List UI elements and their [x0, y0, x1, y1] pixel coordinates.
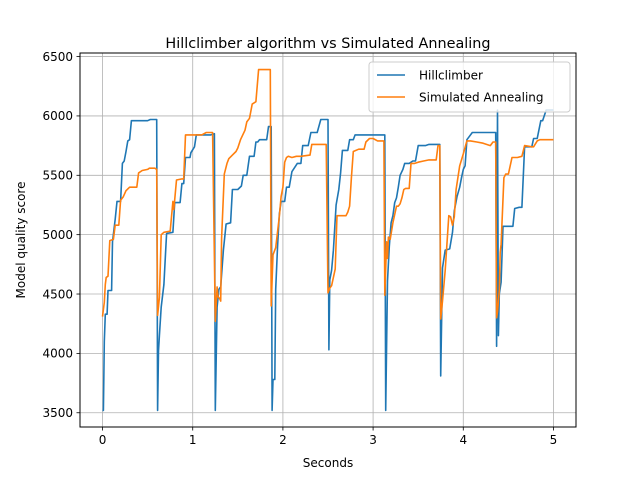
y-tick-label: 5000	[42, 228, 73, 242]
x-axis-label: Seconds	[303, 456, 353, 470]
x-axis-ticks: 0 1 2 3 4 5	[99, 427, 558, 447]
x-tick-label: 0	[99, 433, 107, 447]
x-tick-label: 4	[459, 433, 467, 447]
legend: Hillclimber Simulated Annealing	[368, 61, 571, 113]
legend-box	[368, 61, 571, 113]
y-tick-label: 4000	[42, 347, 73, 361]
chart-title: Hillclimber algorithm vs Simulated Annea…	[165, 36, 490, 52]
y-tick-label: 3500	[42, 406, 73, 420]
series-line-2	[101, 68, 554, 323]
y-tick-label: 6500	[42, 50, 73, 64]
x-tick-label: 3	[369, 433, 377, 447]
axes-frame	[79, 52, 577, 428]
y-tick-label: 4500	[42, 287, 73, 301]
y-axis-ticks: 3500 4000 4500 5000 5500 6000 6500	[42, 50, 80, 420]
series-group	[101, 68, 554, 412]
x-tick-label: 2	[279, 433, 287, 447]
series-line-1	[102, 109, 554, 412]
x-tick-label: 5	[550, 433, 558, 447]
y-tick-label: 6000	[42, 109, 73, 123]
legend-label-2: Simulated Annealing	[419, 91, 544, 105]
legend-label-1: Hillclimber	[419, 69, 483, 83]
y-tick-label: 5500	[42, 169, 73, 183]
x-tick-label: 1	[189, 433, 197, 447]
y-axis-label: Model quality score	[14, 182, 28, 299]
